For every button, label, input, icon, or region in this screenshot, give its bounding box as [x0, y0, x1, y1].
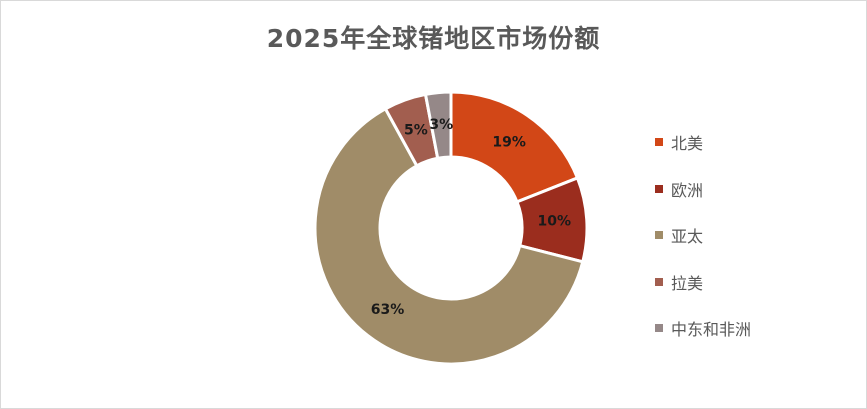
data-label-3: 63% — [371, 302, 405, 318]
legend-item-4: 拉美 — [655, 259, 751, 306]
legend-item-3: 亚太 — [655, 212, 751, 259]
legend-swatch-1 — [655, 138, 663, 147]
chart-title: 2025年全球锗地区市场份额 — [266, 24, 601, 53]
data-label-5: 3% — [429, 117, 453, 133]
slice-5 — [423, 90, 453, 161]
legend-swatch-5 — [655, 324, 663, 333]
legend-item-5: 中东和非洲 — [655, 305, 751, 352]
legend-swatch-4 — [655, 277, 663, 286]
data-label-4: 5% — [404, 123, 428, 139]
slice-3 — [313, 106, 585, 366]
legend-swatch-2 — [655, 184, 663, 193]
legend-label-4: 拉美 — [671, 273, 704, 293]
data-label-2: 10% — [538, 214, 572, 230]
legend-label-5: 中东和非洲 — [671, 320, 752, 340]
legend-item-2: 欧洲 — [655, 166, 751, 213]
data-label-1: 19% — [492, 134, 526, 150]
chart-legend: 北美欧洲亚太拉美中东和非洲 — [655, 119, 751, 352]
legend-label-3: 亚太 — [671, 227, 704, 247]
legend-label-1: 北美 — [671, 134, 704, 154]
legend-swatch-3 — [655, 231, 663, 240]
legend-label-2: 欧洲 — [671, 180, 704, 200]
legend-item-1: 北美 — [655, 119, 751, 166]
